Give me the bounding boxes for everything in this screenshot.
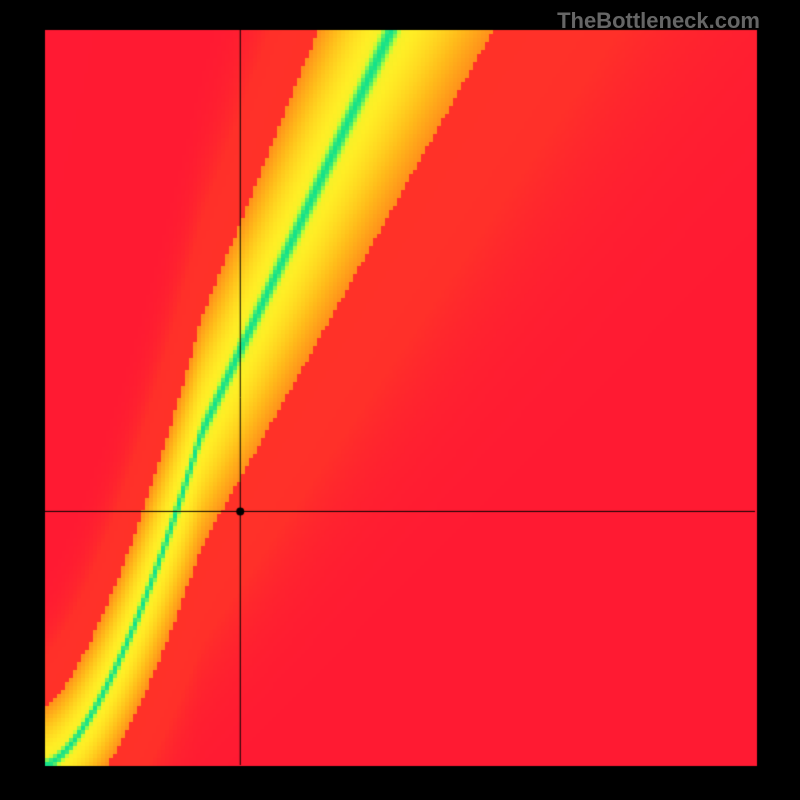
bottleneck-heatmap	[0, 0, 800, 800]
watermark-text: TheBottleneck.com	[557, 8, 760, 34]
